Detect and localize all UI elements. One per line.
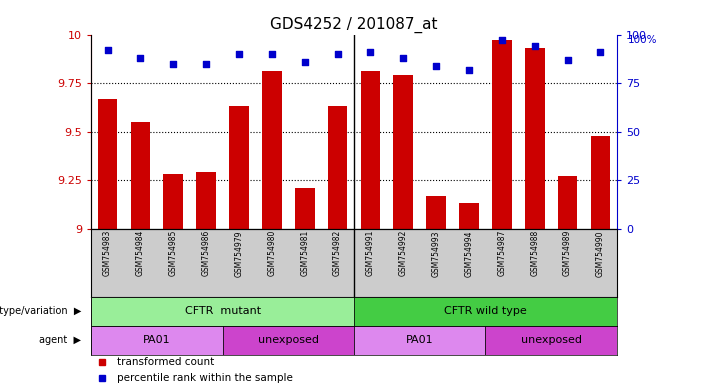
- Text: GSM754981: GSM754981: [300, 230, 309, 276]
- Bar: [130, 122, 150, 229]
- Text: unexposed: unexposed: [258, 335, 319, 345]
- Bar: [525, 48, 545, 229]
- Bar: [91, 296, 354, 326]
- Text: 100%: 100%: [627, 35, 657, 45]
- Point: [595, 49, 606, 55]
- Point: [365, 49, 376, 55]
- Bar: [558, 176, 578, 229]
- Text: GSM754983: GSM754983: [103, 230, 112, 276]
- Text: GSM754993: GSM754993: [432, 230, 441, 276]
- Text: GSM754988: GSM754988: [530, 230, 539, 276]
- Text: GSM754989: GSM754989: [563, 230, 572, 276]
- Text: GSM754980: GSM754980: [267, 230, 276, 276]
- Bar: [163, 174, 183, 229]
- Point: [430, 63, 442, 69]
- Bar: [485, 326, 617, 355]
- Bar: [492, 40, 512, 229]
- Text: agent  ▶: agent ▶: [39, 335, 81, 345]
- Text: GSM754982: GSM754982: [333, 230, 342, 276]
- Point: [200, 61, 212, 67]
- Text: GSM754979: GSM754979: [235, 230, 243, 276]
- Point: [496, 37, 508, 43]
- Bar: [196, 172, 216, 229]
- Point: [135, 55, 146, 61]
- Point: [266, 51, 278, 57]
- Text: unexposed: unexposed: [521, 335, 582, 345]
- Text: CFTR wild type: CFTR wild type: [444, 306, 527, 316]
- Bar: [328, 106, 348, 229]
- Point: [463, 66, 475, 73]
- Bar: [426, 196, 446, 229]
- Text: GSM754992: GSM754992: [399, 230, 408, 276]
- Bar: [229, 106, 249, 229]
- Bar: [354, 296, 617, 326]
- Bar: [91, 326, 223, 355]
- Bar: [360, 71, 381, 229]
- Bar: [393, 75, 413, 229]
- Text: GSM754984: GSM754984: [136, 230, 145, 276]
- Text: CFTR  mutant: CFTR mutant: [184, 306, 261, 316]
- Bar: [354, 326, 485, 355]
- Text: PA01: PA01: [406, 335, 433, 345]
- Bar: [223, 326, 354, 355]
- Point: [168, 61, 179, 67]
- Point: [233, 51, 245, 57]
- Point: [102, 47, 113, 53]
- Bar: [97, 99, 118, 229]
- Text: GSM754985: GSM754985: [169, 230, 178, 276]
- Bar: [590, 136, 611, 229]
- Text: transformed count: transformed count: [118, 357, 215, 367]
- Bar: [295, 188, 315, 229]
- Text: GSM754987: GSM754987: [498, 230, 506, 276]
- Text: PA01: PA01: [143, 335, 170, 345]
- Bar: [459, 204, 479, 229]
- Point: [562, 57, 573, 63]
- Point: [332, 51, 343, 57]
- Bar: [262, 71, 282, 229]
- Text: GSM754986: GSM754986: [202, 230, 210, 276]
- Text: GSM754994: GSM754994: [465, 230, 473, 276]
- Text: GSM754990: GSM754990: [596, 230, 605, 276]
- Text: percentile rank within the sample: percentile rank within the sample: [118, 373, 293, 383]
- Text: genotype/variation  ▶: genotype/variation ▶: [0, 306, 81, 316]
- Point: [299, 59, 311, 65]
- Point: [397, 55, 409, 61]
- Title: GDS4252 / 201087_at: GDS4252 / 201087_at: [271, 17, 437, 33]
- Point: [529, 43, 540, 49]
- Text: GSM754991: GSM754991: [366, 230, 375, 276]
